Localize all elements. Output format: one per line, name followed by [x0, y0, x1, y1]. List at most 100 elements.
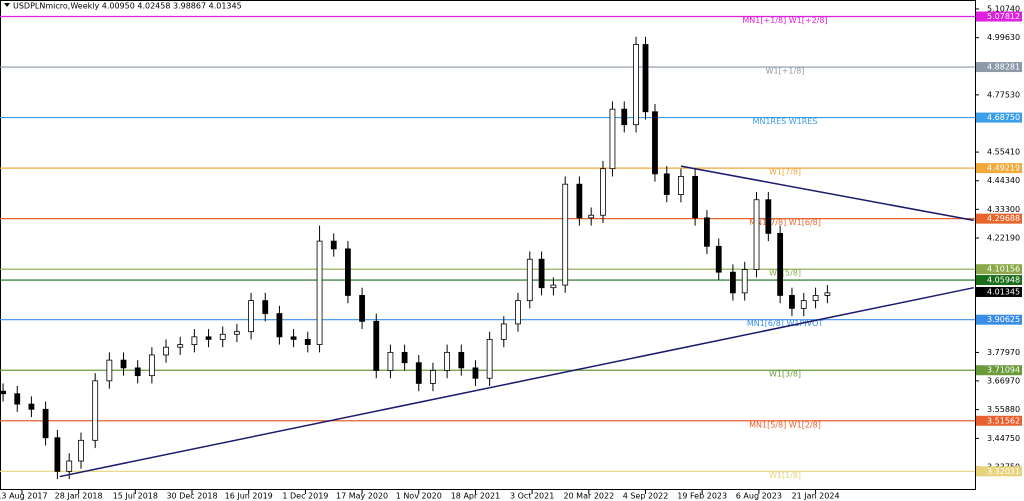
x-tick-label: 16 Jun 2019 — [225, 492, 273, 501]
candle-body — [526, 258, 533, 302]
candle-body — [14, 393, 21, 405]
candle-body — [330, 240, 337, 250]
x-tick-label: 3 Oct 2021 — [510, 492, 554, 501]
price-tag-label: 3.32031 — [987, 467, 1020, 476]
price-tag-label: 3.71094 — [987, 366, 1020, 375]
price-tag — [976, 365, 1022, 376]
price-tag-label: 4.88281 — [987, 63, 1020, 72]
candle-body — [163, 346, 169, 356]
trendline — [680, 165, 974, 222]
candle-body — [562, 183, 569, 286]
last-price-label: 4.01345 — [987, 287, 1020, 296]
menu-icon[interactable] — [4, 3, 10, 7]
y-tick-label: 4.77530 — [987, 90, 1020, 99]
candle-body — [472, 367, 479, 379]
x-tick-label: 30 Dec 2018 — [166, 492, 217, 501]
y-tick-label: 4.44340 — [987, 176, 1020, 185]
price-tag — [976, 415, 1022, 426]
x-tick-label: 6 Aug 2023 — [736, 492, 782, 501]
y-tick-label: 3.55880 — [987, 405, 1020, 414]
x-tick-label: 1 Nov 2020 — [396, 492, 442, 501]
candle-body — [765, 199, 772, 234]
level-label: MN1[5/8] W1[2/8] — [749, 420, 821, 429]
last-price-tag — [976, 286, 1022, 297]
candle-body — [538, 258, 545, 289]
candle-body — [276, 313, 283, 338]
candle-body — [234, 331, 240, 335]
candle-body — [458, 351, 465, 369]
candle-body — [28, 403, 35, 410]
price-tag-label: 4.68750 — [987, 113, 1020, 122]
price-tag — [976, 314, 1022, 325]
level-label: W1[1/8] — [769, 471, 801, 480]
x-tick-label: 21 Jan 2024 — [792, 492, 840, 501]
candle-body — [609, 108, 616, 170]
y-tick-label: 4.55410 — [987, 148, 1020, 157]
price-tag-label: 4.05948 — [987, 276, 1020, 285]
price-tag-label: 4.10156 — [987, 265, 1020, 274]
level-label: W1[3/8] — [769, 370, 801, 379]
y-tick-label: 4.99630 — [987, 33, 1020, 42]
y-tick-label: 3.77970 — [987, 348, 1020, 357]
candle-body — [500, 323, 507, 340]
candle-body — [633, 44, 639, 126]
candle-body — [741, 269, 748, 294]
level-label: W1[5/8] — [769, 269, 801, 278]
candle-body — [148, 354, 155, 377]
price-tag-label: 4.49219 — [987, 164, 1020, 173]
y-tick-label: 4.33300 — [987, 205, 1020, 214]
candle-body — [777, 232, 784, 296]
candle-body — [642, 44, 649, 113]
level-label: MN1[7/8] W1[6/8] — [749, 218, 821, 227]
candle-body — [262, 300, 269, 314]
candle-body — [120, 359, 127, 369]
y-tick-label: 4.22190 — [987, 234, 1020, 243]
plot-frame — [0, 0, 976, 490]
price-tag-label: 3.51562 — [987, 416, 1020, 425]
candle-body — [177, 344, 184, 348]
price-tag-label: 4.29688 — [987, 214, 1020, 223]
candle-body — [359, 295, 365, 322]
x-tick-label: 4 Sep 2022 — [623, 492, 669, 501]
candle-body — [316, 240, 323, 346]
price-tag — [976, 213, 1022, 224]
candle-body — [304, 339, 311, 346]
candle-body — [800, 300, 807, 309]
candle-body — [663, 173, 670, 195]
candle-body — [486, 339, 493, 379]
candle-body — [588, 214, 595, 219]
candle-body — [576, 183, 583, 219]
chart-title: USDPLNmicro,Weekly 4.00950 4.02458 3.988… — [13, 2, 242, 11]
candle-body — [678, 176, 684, 195]
x-tick-label: 17 May 2020 — [336, 492, 388, 501]
y-tick-label: 5.10740 — [987, 4, 1020, 13]
price-tag — [976, 275, 1022, 286]
candle-body — [550, 284, 557, 289]
candle-body — [444, 351, 451, 371]
y-tick-label: 3.44750 — [987, 434, 1020, 443]
y-tick-label: 3.66970 — [987, 376, 1020, 385]
x-tick-label: 20 Mar 2022 — [563, 492, 614, 501]
trendline — [59, 286, 974, 478]
price-tag-label: 3.90625 — [987, 315, 1020, 324]
price-tag — [976, 11, 1022, 22]
level-label: MN1RES W1RES — [753, 117, 818, 126]
candle-body — [54, 437, 61, 472]
candle-body — [78, 439, 84, 462]
candle-body — [515, 300, 521, 325]
level-label: MN1[+1/8] W1[+2/8] — [742, 16, 827, 25]
price-tag — [976, 466, 1022, 477]
x-tick-label: 13 Aug 2017 — [0, 492, 48, 501]
candle-body — [387, 351, 394, 371]
candle-body — [205, 336, 212, 340]
price-tag — [976, 62, 1022, 73]
candle-body — [106, 359, 113, 382]
price-tag — [976, 163, 1022, 174]
x-tick-label: 15 Jul 2018 — [113, 492, 158, 501]
candle-body — [430, 370, 436, 384]
price-tag — [976, 112, 1022, 123]
candle-body — [789, 295, 795, 309]
candle-body — [134, 367, 141, 377]
candle-body — [191, 336, 198, 346]
